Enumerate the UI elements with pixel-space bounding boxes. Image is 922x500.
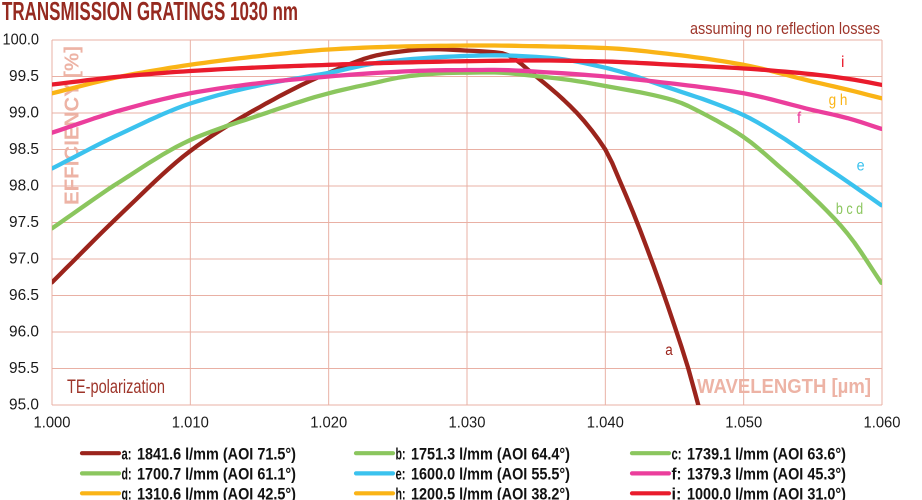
svg-text:WAVELENGTH [µm]: WAVELENGTH [µm]	[697, 375, 871, 398]
svg-text:1.000: 1.000	[34, 415, 71, 432]
svg-text:1000.0 l/mm (AOI 31.0°): 1000.0 l/mm (AOI 31.0°)	[687, 486, 846, 500]
svg-text:i:: i:	[672, 486, 682, 500]
svg-text:a: a	[665, 342, 673, 359]
svg-text:1.050: 1.050	[725, 415, 762, 432]
svg-text:1.010: 1.010	[172, 415, 209, 432]
svg-text:e: e	[857, 157, 865, 174]
svg-text:100.0: 100.0	[3, 32, 40, 49]
svg-text:c:: c:	[672, 446, 682, 464]
svg-text:97.0: 97.0	[9, 251, 39, 268]
svg-text:g h: g h	[829, 92, 848, 109]
svg-text:95.5: 95.5	[9, 360, 39, 377]
svg-text:98.0: 98.0	[9, 178, 39, 195]
svg-text:1310.6 l/mm (AOI 42.5°): 1310.6 l/mm (AOI 42.5°)	[137, 486, 296, 500]
svg-text:1.020: 1.020	[310, 415, 347, 432]
svg-text:assuming no reflection losses: assuming no reflection losses	[690, 19, 880, 38]
svg-text:f:: f:	[672, 466, 682, 484]
svg-text:b c d: b c d	[836, 201, 863, 218]
svg-text:1200.5 l/mm (AOI 38.2°): 1200.5 l/mm (AOI 38.2°)	[411, 486, 570, 500]
svg-text:1.030: 1.030	[449, 415, 486, 432]
svg-text:1751.3 l/mm (AOI 64.4°): 1751.3 l/mm (AOI 64.4°)	[411, 446, 570, 464]
svg-text:98.5: 98.5	[9, 141, 39, 158]
svg-text:a:: a:	[122, 446, 132, 464]
svg-text:1379.3 l/mm (AOI 45.3°): 1379.3 l/mm (AOI 45.3°)	[687, 466, 846, 484]
svg-text:97.5: 97.5	[9, 214, 39, 231]
svg-text:99.0: 99.0	[9, 105, 39, 122]
svg-text:99.5: 99.5	[9, 68, 39, 85]
svg-text:TRANSMISSION GRATINGS 1030 nm: TRANSMISSION GRATINGS 1030 nm	[2, 0, 298, 26]
svg-text:96.5: 96.5	[9, 287, 39, 304]
svg-text:95.0: 95.0	[9, 397, 39, 414]
svg-text:f: f	[797, 110, 802, 127]
svg-text:d:: d:	[122, 466, 132, 484]
svg-text:b:: b:	[396, 446, 406, 464]
svg-text:1.060: 1.060	[864, 415, 901, 432]
svg-text:h:: h:	[396, 486, 406, 500]
svg-text:1841.6 l/mm (AOI 71.5°): 1841.6 l/mm (AOI 71.5°)	[137, 446, 296, 464]
svg-text:e:: e:	[396, 466, 406, 484]
svg-text:g:: g:	[122, 486, 132, 500]
svg-text:1739.1 l/mm (AOI 63.6°): 1739.1 l/mm (AOI 63.6°)	[687, 446, 846, 464]
svg-text:96.0: 96.0	[9, 324, 39, 341]
svg-text:1700.7 l/mm (AOI 61.1°): 1700.7 l/mm (AOI 61.1°)	[137, 466, 296, 484]
svg-text:i: i	[841, 54, 844, 71]
svg-text:1.040: 1.040	[587, 415, 624, 432]
svg-text:TE-polarization: TE-polarization	[67, 377, 165, 398]
svg-text:1600.0 l/mm (AOI 55.5°): 1600.0 l/mm (AOI 55.5°)	[411, 466, 570, 484]
